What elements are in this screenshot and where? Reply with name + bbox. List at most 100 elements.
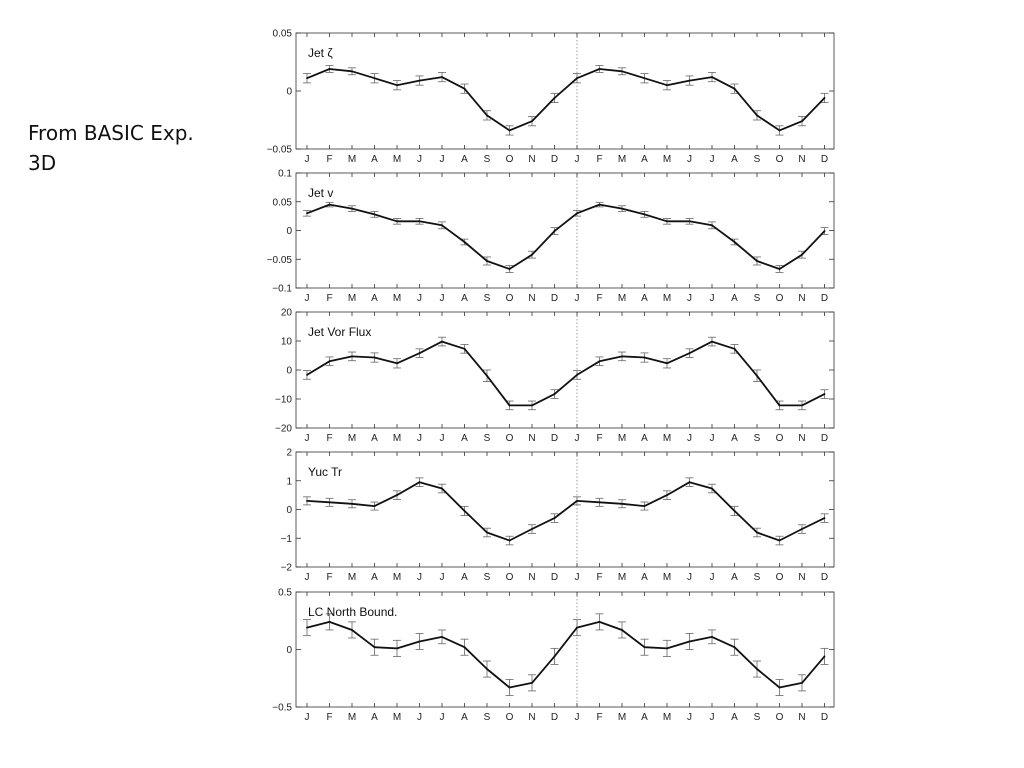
data-point	[801, 528, 803, 530]
x-tick-label: M	[618, 572, 626, 583]
data-point	[689, 220, 691, 222]
x-tick-label: S	[484, 433, 491, 444]
data-point	[554, 393, 556, 395]
x-tick-label: A	[371, 433, 378, 444]
data-point	[486, 532, 488, 534]
y-tick-label: 0	[286, 645, 292, 656]
x-tick-label: M	[348, 712, 356, 723]
y-tick-label: 0	[286, 505, 292, 516]
data-point	[644, 646, 646, 648]
data-point	[486, 260, 488, 262]
x-tick-label: D	[821, 433, 828, 444]
y-tick-label: 0.1	[278, 169, 292, 180]
y-tick-label: 0.05	[273, 197, 293, 208]
x-tick-label: N	[528, 433, 535, 444]
x-tick-label: J	[440, 712, 445, 723]
data-point	[711, 341, 713, 343]
data-point	[531, 404, 533, 406]
x-tick-label: J	[710, 572, 715, 583]
data-point	[419, 80, 421, 82]
x-tick-label: M	[393, 433, 401, 444]
data-point	[756, 668, 758, 670]
y-tick-label: −0.05	[267, 145, 293, 156]
x-tick-label: J	[575, 572, 580, 583]
x-tick-label: O	[776, 712, 784, 723]
x-tick-label: A	[641, 154, 648, 165]
data-point	[351, 208, 353, 210]
x-tick-label: O	[506, 433, 514, 444]
x-tick-label: F	[596, 293, 602, 304]
y-tick-label: 2	[286, 448, 292, 459]
data-point	[374, 77, 376, 79]
data-point	[666, 84, 668, 86]
x-tick-label: S	[484, 572, 491, 583]
data-point	[801, 404, 803, 406]
data-point	[554, 97, 556, 99]
x-tick-label: J	[440, 433, 445, 444]
series-line	[307, 69, 825, 130]
x-tick-label: D	[821, 154, 828, 165]
data-point	[419, 220, 421, 222]
data-point	[306, 77, 308, 79]
x-tick-label: D	[551, 293, 558, 304]
data-point	[689, 352, 691, 354]
x-tick-label: O	[506, 712, 514, 723]
data-point	[644, 77, 646, 79]
x-tick-label: O	[506, 572, 514, 583]
series-line	[307, 622, 825, 688]
data-point	[779, 268, 781, 270]
x-tick-label: J	[687, 572, 692, 583]
x-tick-label: A	[461, 433, 468, 444]
y-tick-label: 0.05	[273, 29, 293, 40]
y-tick-label: −1	[281, 534, 293, 545]
y-tick-label: −0.05	[267, 255, 293, 266]
data-point	[464, 241, 466, 243]
x-tick-label: J	[710, 712, 715, 723]
data-point	[396, 494, 398, 496]
x-tick-label: A	[461, 154, 468, 165]
panel-title: Yuc Tr	[308, 465, 342, 479]
x-tick-label: D	[821, 572, 828, 583]
y-tick-label: 1	[286, 476, 292, 487]
x-tick-label: S	[754, 712, 761, 723]
x-tick-label: M	[393, 293, 401, 304]
y-tick-label: −0.5	[272, 703, 292, 714]
data-point	[531, 120, 533, 122]
panel-title: Jet Vor Flux	[308, 325, 371, 339]
data-point	[306, 627, 308, 629]
x-tick-label: M	[618, 154, 626, 165]
x-tick-label: S	[484, 293, 491, 304]
data-point	[419, 641, 421, 643]
data-point	[306, 500, 308, 502]
x-tick-label: D	[821, 293, 828, 304]
x-tick-label: M	[393, 154, 401, 165]
data-point	[554, 517, 556, 519]
x-tick-label: S	[754, 154, 761, 165]
data-point	[621, 355, 623, 357]
x-tick-label: D	[551, 572, 558, 583]
x-tick-label: D	[551, 712, 558, 723]
data-point	[464, 88, 466, 90]
x-tick-label: J	[687, 154, 692, 165]
data-point	[441, 76, 443, 78]
data-point	[666, 220, 668, 222]
data-point	[689, 641, 691, 643]
x-tick-label: A	[641, 712, 648, 723]
y-tick-label: 0.5	[278, 588, 292, 599]
panel-title: Jet ζ	[308, 46, 333, 60]
x-tick-label: F	[596, 712, 602, 723]
data-point	[576, 77, 578, 79]
x-tick-label: A	[371, 293, 378, 304]
x-tick-label: A	[371, 712, 378, 723]
y-tick-label: 0	[286, 226, 292, 237]
data-point	[464, 510, 466, 512]
data-point	[576, 212, 578, 214]
x-tick-label: F	[326, 293, 332, 304]
x-tick-label: S	[754, 293, 761, 304]
x-tick-label: A	[371, 154, 378, 165]
data-point	[666, 494, 668, 496]
data-point	[576, 374, 578, 376]
data-point	[419, 352, 421, 354]
x-tick-label: J	[710, 293, 715, 304]
